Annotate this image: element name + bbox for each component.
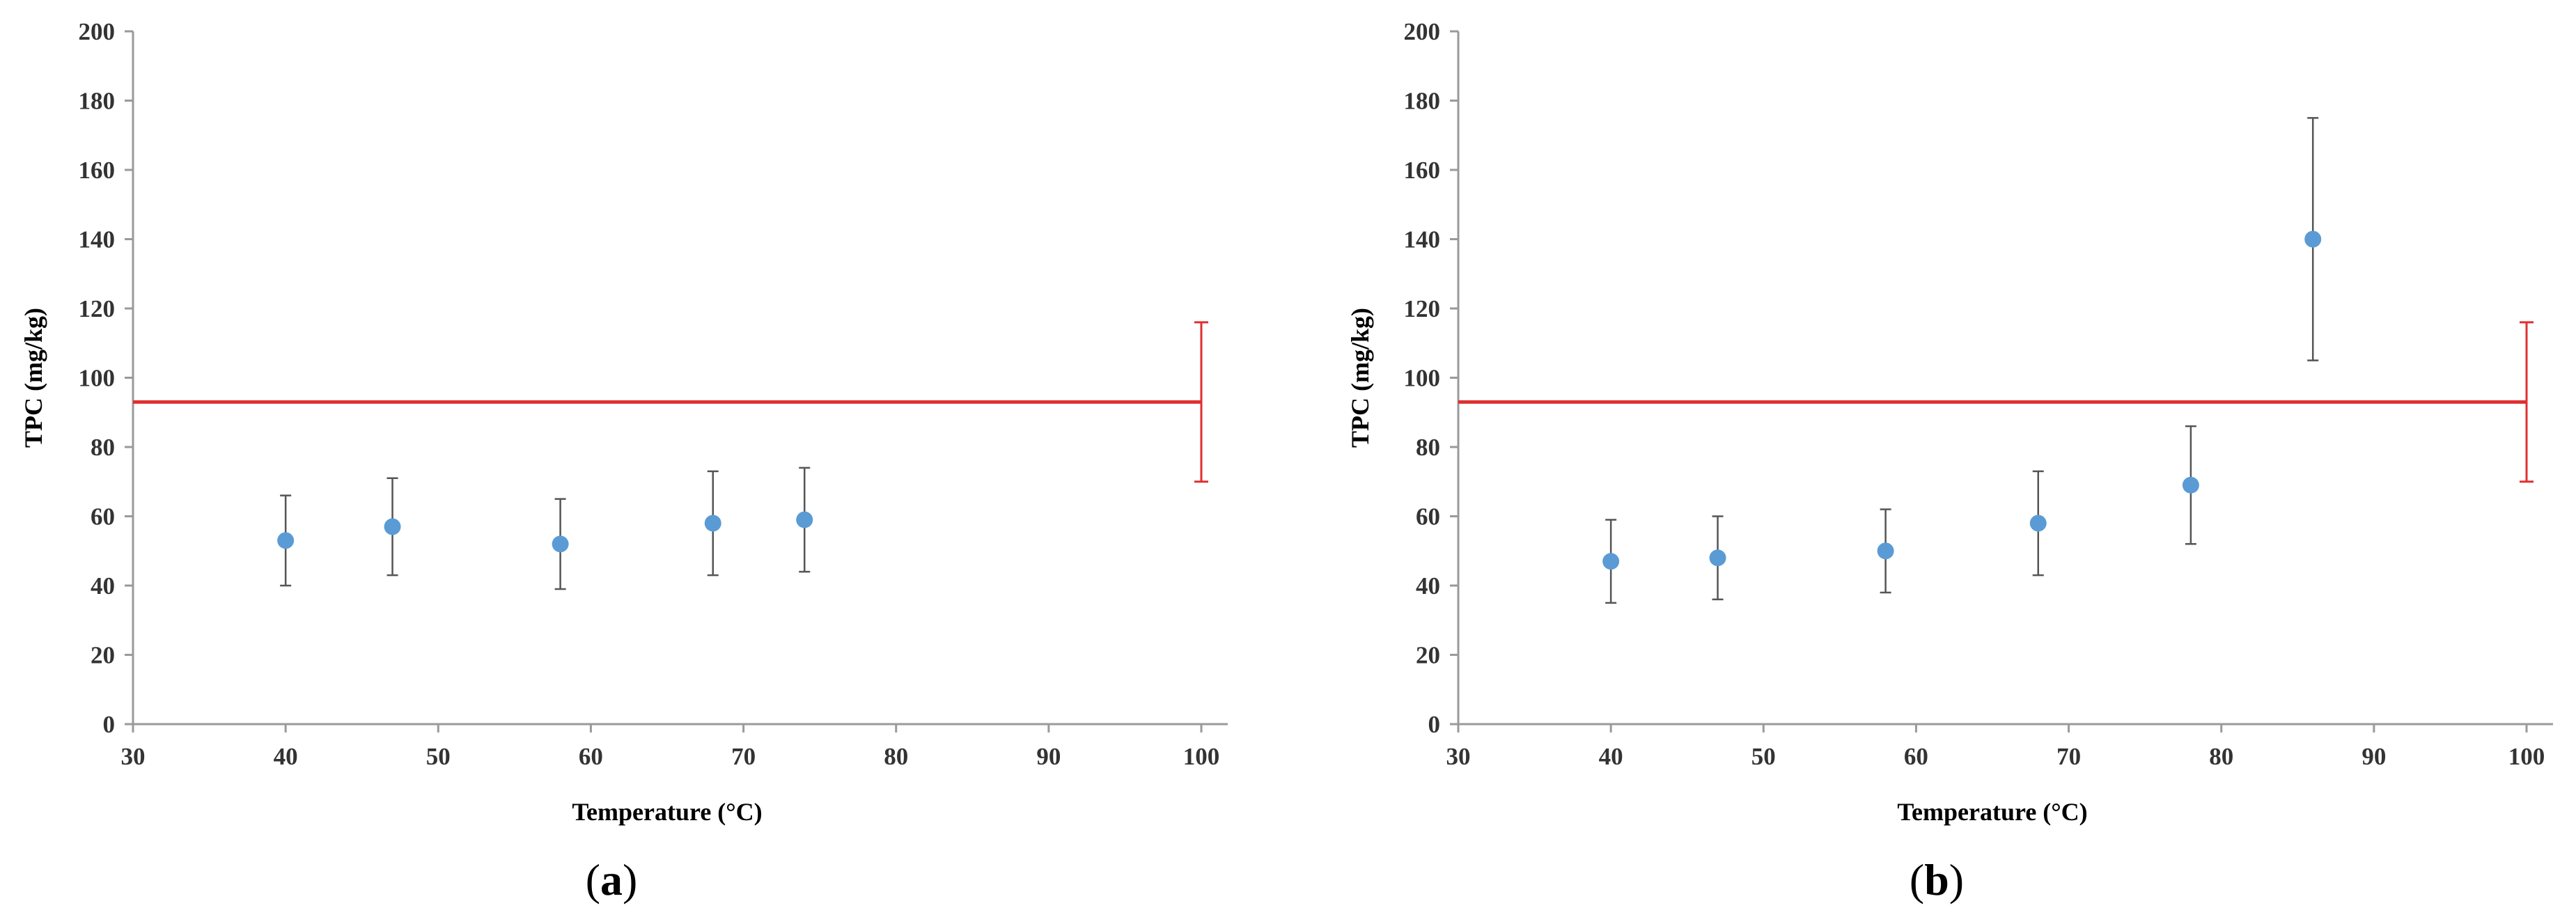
y-tick-label: 140 — [79, 226, 116, 253]
panel-label: (b) — [1910, 855, 1964, 904]
data-point — [1709, 549, 1726, 567]
y-tick-label: 40 — [91, 572, 115, 599]
data-point — [277, 532, 295, 549]
y-tick-label: 120 — [1404, 295, 1441, 322]
x-tick-label: 100 — [1183, 743, 1220, 770]
x-tick-label: 80 — [884, 743, 908, 770]
x-tick-label: 100 — [2508, 743, 2545, 770]
x-tick-label: 40 — [1599, 743, 1623, 770]
data-point — [1877, 542, 1894, 560]
y-tick-label: 100 — [1404, 365, 1441, 392]
y-tick-label: 180 — [79, 88, 116, 115]
y-tick-label: 0 — [1428, 711, 1441, 738]
x-tick-label: 90 — [2362, 743, 2386, 770]
x-tick-label: 50 — [426, 743, 451, 770]
y-tick-label: 160 — [1404, 157, 1441, 184]
x-tick-label: 60 — [1904, 743, 1928, 770]
chart-panel-b: 0 20 40 60 80 100 120 140 160 180 200 30 40 50 60 70 80 9… — [1346, 18, 2553, 904]
x-tick-label: 40 — [274, 743, 298, 770]
y-axis-title: TPC (mg/kg) — [1346, 308, 1374, 448]
y-tick-label: 60 — [1416, 503, 1440, 531]
x-tick-label: 90 — [1036, 743, 1061, 770]
y-tick-label: 0 — [103, 711, 116, 738]
y-tick-label: 180 — [1404, 88, 1441, 115]
y-tick-label: 100 — [79, 365, 116, 392]
y-tick-label: 200 — [1404, 18, 1441, 45]
y-tick-label: 20 — [1416, 642, 1440, 669]
data-point — [2182, 476, 2199, 494]
y-tick-label: 80 — [91, 434, 115, 461]
y-tick-label: 80 — [1416, 434, 1440, 461]
x-tick-label: 60 — [579, 743, 603, 770]
data-point — [2304, 230, 2322, 248]
x-tick-label: 30 — [1446, 743, 1471, 770]
y-tick-label: 60 — [91, 503, 115, 531]
y-axis-title: TPC (mg/kg) — [19, 308, 47, 448]
y-tick-label: 20 — [91, 642, 115, 669]
data-point — [704, 515, 721, 532]
y-tick-label: 160 — [79, 157, 116, 184]
panel-label: (a) — [586, 855, 638, 904]
y-tick-label: 40 — [1416, 572, 1440, 599]
y-tick-label: 140 — [1404, 226, 1441, 253]
data-point — [384, 518, 401, 535]
data-point — [1602, 553, 1620, 570]
data-point — [2029, 515, 2047, 532]
chart-panel-a: 0 20 40 60 80 100 120 140 160 180 200 30 40 50 60 70 80 9… — [19, 18, 1228, 904]
x-tick-label: 80 — [2209, 743, 2233, 770]
x-tick-label: 70 — [731, 743, 756, 770]
x-tick-label: 70 — [2056, 743, 2081, 770]
x-axis-title: Temperature (°C) — [1897, 798, 2087, 826]
data-point — [552, 535, 569, 553]
x-tick-label: 30 — [121, 743, 146, 770]
x-axis-title: Temperature (°C) — [572, 798, 762, 826]
data-point — [796, 511, 813, 528]
x-tick-label: 50 — [1751, 743, 1776, 770]
y-tick-label: 120 — [79, 295, 116, 322]
y-tick-label: 200 — [79, 18, 116, 45]
